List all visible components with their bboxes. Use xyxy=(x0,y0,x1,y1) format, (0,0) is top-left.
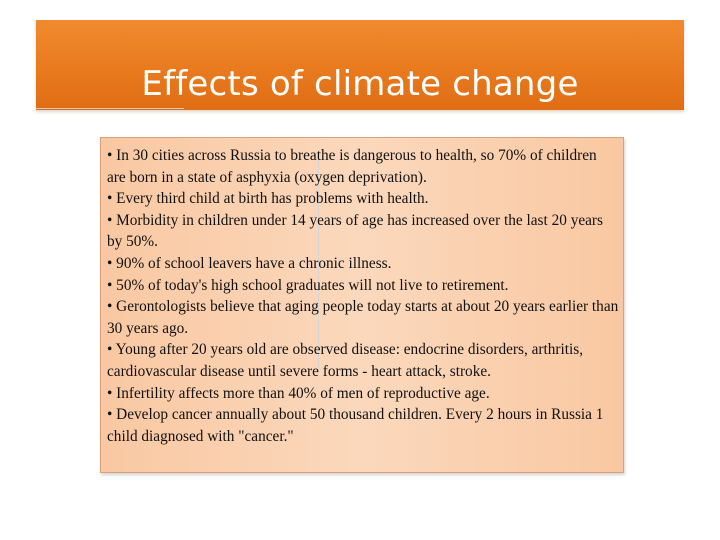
content-box xyxy=(100,137,624,473)
title-underline xyxy=(36,108,184,109)
divider-line xyxy=(318,153,319,371)
bullet-item: • Every third child at birth has problem… xyxy=(107,190,429,208)
bullet-item: • 90% of school leavers have a chronic i… xyxy=(107,254,392,272)
title-bar: Effects of climate change xyxy=(36,20,684,110)
bullet-item: • Gerontologists believe that aging peop… xyxy=(107,298,619,337)
bullet-item: • Infertility affects more than 40% of m… xyxy=(107,384,490,402)
bullet-item: • Develop cancer annually about 50 thous… xyxy=(107,406,604,445)
bullet-list: • In 30 cities across Russia to breathe … xyxy=(107,145,619,447)
bullet-item: • 50% of today's high school graduates w… xyxy=(107,276,509,294)
bullet-item: • In 30 cities across Russia to breathe … xyxy=(107,147,597,186)
bullet-item: • Young after 20 years old are observed … xyxy=(107,341,584,380)
slide-title: Effects of climate change xyxy=(141,64,579,104)
bullet-item: • Morbidity in children under 14 years o… xyxy=(107,211,603,251)
